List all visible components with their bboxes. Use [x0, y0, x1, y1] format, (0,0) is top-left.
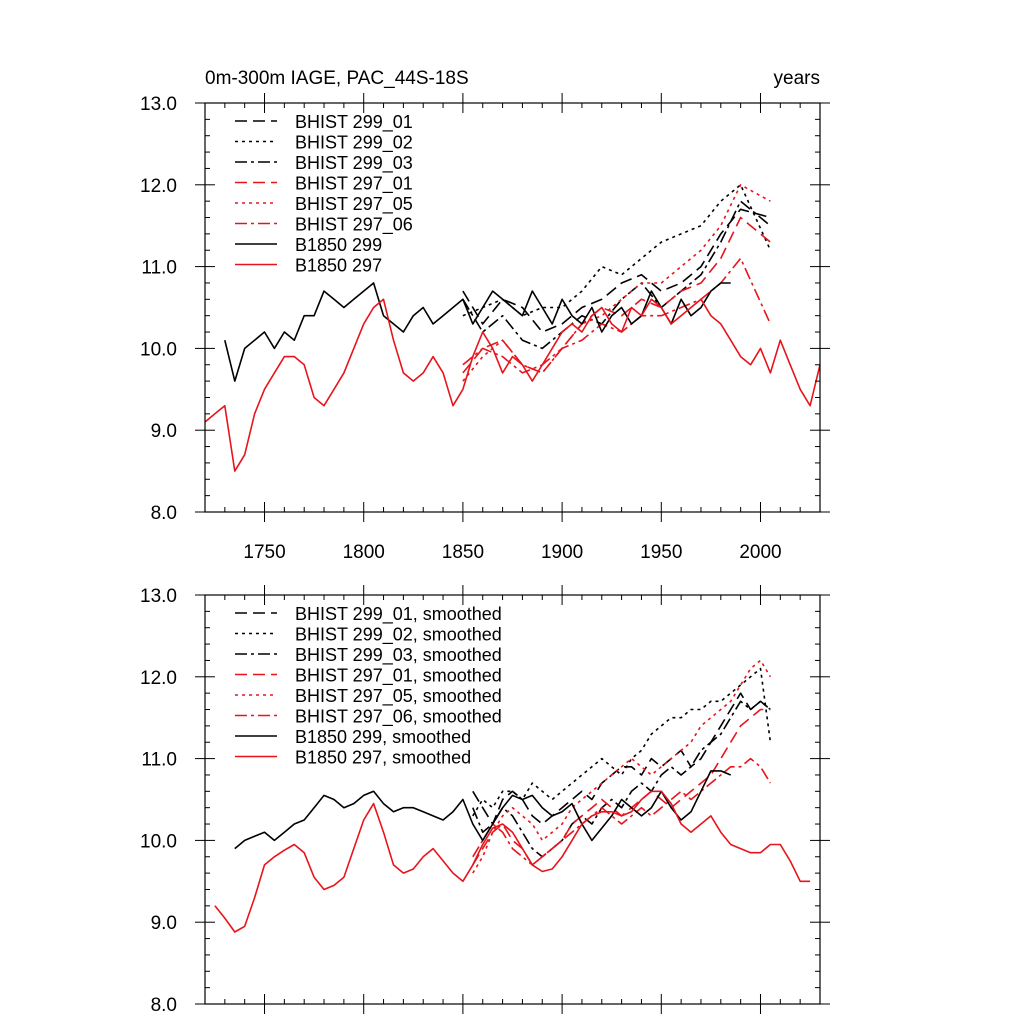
legend-label-4: BHIST 297_05, smoothed — [295, 686, 502, 707]
x-tick-label: 1750 — [243, 542, 285, 563]
x-tick-label: 1800 — [343, 542, 385, 563]
legend-label-4: BHIST 297_05 — [295, 194, 413, 215]
legend-label-5: BHIST 297_06 — [295, 215, 413, 236]
series-line-7 — [214, 790, 811, 933]
series-line-4 — [472, 659, 772, 874]
bottom-panel: 8.0 9.0 10.0 11.0 12.0 13.0 BHIST 299_01, smoo… — [140, 585, 830, 1016]
y-tick-label: 9.0 — [151, 421, 177, 442]
legend-label-1: BHIST 299_02 — [295, 133, 413, 154]
x-tick-label: 1950 — [640, 542, 682, 563]
legend-label-7: B1850 297 — [295, 256, 382, 276]
series-line-6 — [234, 770, 732, 850]
series-line-2 — [462, 200, 771, 350]
x-tick-label: 1850 — [442, 542, 484, 563]
series-line-3 — [462, 216, 771, 374]
series-line-0 — [462, 208, 771, 333]
plot-frame — [204, 102, 821, 513]
legend-label-7: B1850 297, smoothed — [295, 748, 471, 768]
series-line-5 — [472, 757, 772, 866]
series-line-0 — [472, 692, 771, 825]
top-panel: 1750 1800 1850 1900 1950 2000 8.0 9.0 10.0 11.0 12… — [140, 93, 830, 563]
series-line-1 — [472, 667, 772, 817]
series-line-6 — [224, 282, 731, 382]
y-tick-label: 8.0 — [151, 995, 177, 1016]
legend-label-6: B1850 299, smoothed — [295, 727, 471, 747]
legend-label-2: BHIST 299_03, smoothed — [295, 645, 502, 666]
plot-frame — [204, 594, 821, 1005]
y-tick-label: 11.0 — [141, 258, 177, 279]
y-tick-label: 8.0 — [151, 503, 177, 524]
y-tick-label: 13.0 — [140, 94, 177, 115]
y-tick-label: 12.0 — [140, 176, 177, 197]
x-tick-label: 2000 — [739, 542, 781, 563]
legend-label-2: BHIST 299_03 — [295, 153, 413, 174]
y-tick-label: 10.0 — [140, 831, 177, 852]
series-line-7 — [204, 298, 821, 472]
y-tick-label: 12.0 — [140, 668, 177, 689]
legend-label-3: BHIST 297_01, smoothed — [295, 666, 502, 687]
series-line-2 — [472, 700, 771, 858]
legend-label-3: BHIST 297_01 — [295, 174, 413, 195]
x-tick-label: 1900 — [541, 542, 583, 563]
chart-title: 0m-300m IAGE, PAC_44S-18S — [205, 68, 469, 89]
units-label: years — [774, 68, 820, 89]
legend-label-0: BHIST 299_01, smoothed — [295, 604, 502, 625]
y-tick-label: 13.0 — [140, 586, 177, 607]
legend-label-1: BHIST 299_02, smoothed — [295, 625, 502, 646]
y-tick-label: 9.0 — [151, 913, 177, 934]
legend-label-0: BHIST 299_01 — [295, 112, 413, 133]
series-line-1 — [462, 184, 772, 317]
y-tick-label: 10.0 — [140, 339, 177, 360]
y-tick-label: 11.0 — [141, 750, 177, 771]
legend-label-5: BHIST 297_06, smoothed — [295, 707, 502, 728]
legend-label-6: B1850 299 — [295, 235, 382, 255]
series-line-5 — [462, 257, 772, 374]
